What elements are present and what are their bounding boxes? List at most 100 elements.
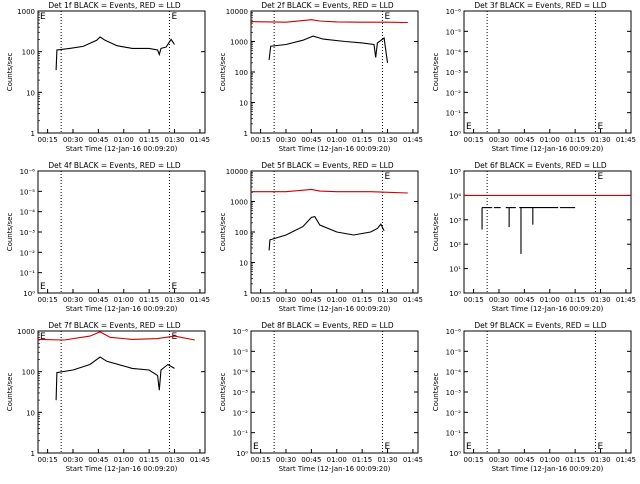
- y-tick-label: 10⁻²: [446, 89, 462, 97]
- y-tick-label: 1000: [230, 199, 248, 207]
- x-tick-label: 01:30: [377, 296, 397, 304]
- e-marker: E: [40, 282, 46, 292]
- x-tick-label: 01:15: [139, 456, 159, 464]
- y-tick-label: 10⁻³: [233, 389, 249, 397]
- y-tick-label: 10⁻⁴: [446, 369, 462, 377]
- e-marker: E: [171, 12, 177, 22]
- x-tick-label: 01:00: [327, 296, 347, 304]
- lld-series-line: [250, 19, 408, 24]
- x-tick-label: 01:45: [616, 456, 636, 464]
- x-tick-label: 00:45: [301, 136, 321, 144]
- y-tick-label: 10⁻²: [446, 409, 462, 417]
- x-tick-label: 01:45: [403, 456, 423, 464]
- x-axis-label: Start Time (12-Jan-16 00:09:20): [66, 305, 178, 313]
- x-tick-label: 00:30: [276, 296, 296, 304]
- panel-title: Det 6f BLACK = Events, RED = LLD: [474, 161, 607, 170]
- y-tick-label: 10⁰: [23, 290, 35, 298]
- x-tick-label: 01:15: [352, 456, 372, 464]
- panel-title: Det 8f BLACK = Events, RED = LLD: [261, 321, 394, 330]
- panel-7: Det 7f BLACK = Events, RED = LLD 1 10 100 10…: [0, 320, 213, 480]
- y-axis-label: Counts/sec: [432, 213, 440, 252]
- x-tick-label: 01:15: [565, 296, 585, 304]
- y-tick-label: 10⁻⁴: [233, 369, 249, 377]
- x-tick-label: 00:15: [37, 136, 57, 144]
- plot-frame: [250, 170, 419, 294]
- y-tick-label: 1000: [230, 39, 248, 47]
- y-tick-label: 10⁻⁶: [446, 328, 462, 336]
- y-axis-label: Counts/sec: [432, 373, 440, 412]
- x-tick-label: 01:30: [590, 296, 610, 304]
- plot-frame: [37, 170, 206, 294]
- e-marker: E: [466, 122, 472, 132]
- y-tick-label: 10⁻¹: [446, 110, 462, 118]
- plot-frame: [37, 330, 206, 454]
- x-tick-label: 00:45: [514, 296, 534, 304]
- y-tick-label: 10000: [226, 168, 248, 176]
- x-tick-label: 00:30: [489, 136, 509, 144]
- x-tick-label: 00:45: [301, 456, 321, 464]
- x-tick-label: 01:15: [565, 136, 585, 144]
- x-tick-label: 01:00: [540, 296, 560, 304]
- y-tick-label: 10⁰: [449, 290, 461, 298]
- y-tick-label: 10⁻¹: [446, 430, 462, 438]
- x-tick-label: 00:30: [63, 136, 83, 144]
- events-series-line: [55, 36, 175, 71]
- y-tick-label: 100: [235, 229, 248, 237]
- x-tick-label: 00:15: [463, 136, 483, 144]
- panel-svg: Det 6f BLACK = Events, RED = LLD 10⁰ 10¹ 10…: [432, 161, 636, 313]
- y-tick-label: 10: [26, 409, 35, 417]
- x-tick-label: 00:45: [301, 296, 321, 304]
- y-tick-label: 10⁻²: [20, 249, 36, 257]
- y-axis-label: Counts/sec: [6, 373, 14, 412]
- panel-title: Det 3f BLACK = Events, RED = LLD: [474, 1, 607, 10]
- e-marker: E: [253, 442, 259, 452]
- plot-frame: [250, 330, 419, 454]
- y-tick-label: 10⁰: [449, 130, 461, 138]
- y-tick-label: 10⁴: [449, 192, 461, 200]
- events-series-line: [55, 356, 175, 401]
- y-tick-label: 10⁰: [236, 450, 248, 458]
- y-tick-label: 100: [22, 369, 35, 377]
- x-tick-label: 01:30: [164, 296, 184, 304]
- panel-title: Det 1f BLACK = Events, RED = LLD: [48, 1, 181, 10]
- y-tick-label: 10⁰: [449, 450, 461, 458]
- x-axis-label: Start Time (12-Jan-16 00:09:20): [492, 465, 604, 473]
- x-tick-label: 00:45: [514, 456, 534, 464]
- e-marker: E: [597, 442, 603, 452]
- y-tick-label: 10⁻⁴: [446, 49, 462, 57]
- panel-6: Det 6f BLACK = Events, RED = LLD 10⁰ 10¹ 10…: [426, 160, 639, 320]
- x-tick-label: 01:30: [590, 456, 610, 464]
- panel-title: Det 5f BLACK = Events, RED = LLD: [261, 161, 394, 170]
- plot-frame: [463, 330, 632, 454]
- events-series-line: [268, 35, 389, 63]
- events-series-line: [268, 215, 385, 251]
- y-axis-label: Counts/sec: [432, 53, 440, 92]
- y-axis-label: Counts/sec: [219, 53, 227, 92]
- x-tick-label: 00:15: [37, 456, 57, 464]
- panel-title: Det 9f BLACK = Events, RED = LLD: [474, 321, 607, 330]
- x-tick-label: 00:15: [250, 136, 270, 144]
- panel-svg: Det 5f BLACK = Events, RED = LLD 1 10 100 10…: [219, 161, 423, 313]
- plot-frame: [37, 10, 206, 134]
- x-tick-label: 01:45: [190, 456, 210, 464]
- y-axis-label: Counts/sec: [219, 373, 227, 412]
- x-tick-label: 01:15: [139, 136, 159, 144]
- x-tick-label: 00:45: [514, 136, 534, 144]
- plot-frame: [463, 10, 632, 134]
- x-axis-label: Start Time (12-Jan-16 00:09:20): [492, 305, 604, 313]
- y-axis-label: Counts/sec: [6, 213, 14, 252]
- y-tick-label: 10⁻⁵: [233, 348, 249, 356]
- y-tick-label: 10⁻³: [446, 69, 462, 77]
- panel-5: Det 5f BLACK = Events, RED = LLD 1 10 100 10…: [213, 160, 426, 320]
- y-tick-label: 10: [239, 100, 248, 108]
- e-marker: E: [384, 12, 390, 22]
- e-marker: E: [466, 442, 472, 452]
- panel-svg: Det 2f BLACK = Events, RED = LLD 1 10 100 10…: [219, 1, 423, 153]
- x-tick-label: 01:00: [540, 136, 560, 144]
- e-marker: E: [384, 172, 390, 182]
- y-tick-label: 1000: [17, 8, 35, 16]
- lld-series-line: [251, 188, 408, 194]
- x-tick-label: 01:00: [114, 296, 134, 304]
- lld-series-line: [37, 331, 195, 341]
